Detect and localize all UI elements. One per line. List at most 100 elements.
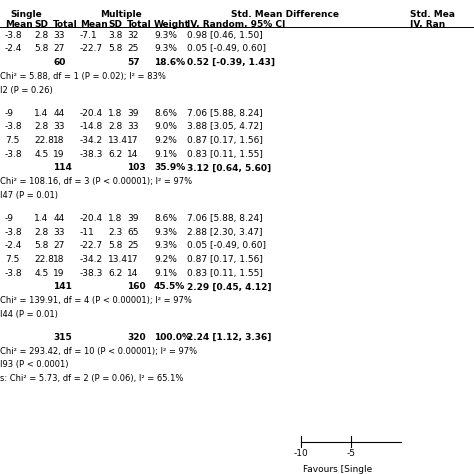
Text: 5.8: 5.8 [34,241,48,250]
Text: 9.1%: 9.1% [154,269,177,278]
Text: 315: 315 [53,333,72,342]
Text: 0.05 [-0.49, 0.60]: 0.05 [-0.49, 0.60] [187,241,266,250]
Text: 5.8: 5.8 [34,45,48,54]
Text: -14.8: -14.8 [80,122,103,131]
Text: 0.87 [0.17, 1.56]: 0.87 [0.17, 1.56] [187,255,263,264]
Text: IV, Ran: IV, Ran [410,20,445,29]
Text: 65: 65 [127,228,138,237]
Text: 3.12 [0.64, 5.60]: 3.12 [0.64, 5.60] [187,164,271,173]
Text: 27: 27 [53,241,64,250]
Text: 1.4: 1.4 [34,214,48,223]
Text: -9: -9 [5,109,14,118]
Text: 18: 18 [53,136,64,145]
Text: Std. Mea: Std. Mea [410,10,455,19]
Text: 9.3%: 9.3% [154,228,177,237]
Text: 6.2: 6.2 [108,150,122,159]
Text: 13.4: 13.4 [108,136,128,145]
Text: 7.5: 7.5 [5,136,19,145]
Text: 2.8: 2.8 [34,228,48,237]
Text: SD: SD [108,20,122,29]
Text: -2.4: -2.4 [5,45,22,54]
Text: 14: 14 [127,150,138,159]
Text: Chi² = 139.91, df = 4 (P < 0.00001); I² = 97%: Chi² = 139.91, df = 4 (P < 0.00001); I² … [0,296,192,305]
Text: 1.4: 1.4 [34,109,48,118]
Text: 9.3%: 9.3% [154,45,177,54]
Text: I93 (P < 0.0001): I93 (P < 0.0001) [0,360,69,369]
Text: Mean: Mean [80,20,108,29]
Text: 7.06 [5.88, 8.24]: 7.06 [5.88, 8.24] [187,109,263,118]
Text: 2.29 [0.45, 4.12]: 2.29 [0.45, 4.12] [187,283,272,292]
Text: 9.2%: 9.2% [154,136,177,145]
Text: 7.5: 7.5 [5,255,19,264]
Text: 33: 33 [53,122,64,131]
Text: -38.3: -38.3 [80,269,103,278]
Text: 9.3%: 9.3% [154,31,177,40]
Text: 2.88 [2.30, 3.47]: 2.88 [2.30, 3.47] [187,228,263,237]
Text: 2.8: 2.8 [34,31,48,40]
Text: 5.8: 5.8 [108,241,122,250]
Text: 19: 19 [53,269,64,278]
Text: 19: 19 [53,150,64,159]
Text: 2.8: 2.8 [34,122,48,131]
Text: 17: 17 [127,136,138,145]
Text: 44: 44 [53,109,64,118]
Text: 35.9%: 35.9% [154,164,185,173]
Text: Favours [Single: Favours [Single [303,465,373,474]
Text: 32: 32 [127,31,138,40]
Text: -20.4: -20.4 [80,214,103,223]
Text: s: Chi² = 5.73, df = 2 (P = 0.06), I² = 65.1%: s: Chi² = 5.73, df = 2 (P = 0.06), I² = … [0,374,183,383]
Text: -5: -5 [346,449,355,458]
Text: 0.05 [-0.49, 0.60]: 0.05 [-0.49, 0.60] [187,45,266,54]
Text: Mean: Mean [5,20,33,29]
Text: 39: 39 [127,109,138,118]
Text: 1.8: 1.8 [108,109,122,118]
Text: 7.06 [5.88, 8.24]: 7.06 [5.88, 8.24] [187,214,263,223]
Text: Total: Total [53,20,78,29]
Text: -3.8: -3.8 [5,150,22,159]
Text: 0.83 [0.11, 1.55]: 0.83 [0.11, 1.55] [187,150,263,159]
Text: Weight: Weight [154,20,190,29]
Text: -34.2: -34.2 [80,136,103,145]
Text: -11: -11 [80,228,94,237]
Text: -20.4: -20.4 [80,109,103,118]
Text: -34.2: -34.2 [80,255,103,264]
Text: Chi² = 108.16, df = 3 (P < 0.00001); I² = 97%: Chi² = 108.16, df = 3 (P < 0.00001); I² … [0,177,192,186]
Text: 25: 25 [127,241,138,250]
Text: 14: 14 [127,269,138,278]
Text: 18.6%: 18.6% [154,58,185,67]
Text: 57: 57 [127,58,140,67]
Text: 25: 25 [127,45,138,54]
Text: SD: SD [34,20,48,29]
Text: 17: 17 [127,255,138,264]
Text: 44: 44 [53,214,64,223]
Text: 160: 160 [127,283,146,292]
Text: Total: Total [127,20,152,29]
Text: -22.7: -22.7 [80,45,103,54]
Text: 27: 27 [53,45,64,54]
Text: 9.1%: 9.1% [154,150,177,159]
Text: 320: 320 [127,333,146,342]
Text: Single: Single [10,10,42,19]
Text: 0.98 [0.46, 1.50]: 0.98 [0.46, 1.50] [187,31,263,40]
Text: 3.8: 3.8 [108,31,122,40]
Text: -2.4: -2.4 [5,241,22,250]
Text: 39: 39 [127,214,138,223]
Text: -9: -9 [5,214,14,223]
Text: -3.8: -3.8 [5,122,22,131]
Text: 9.2%: 9.2% [154,255,177,264]
Text: 141: 141 [53,283,72,292]
Text: 100.0%: 100.0% [154,333,191,342]
Text: 5.8: 5.8 [108,45,122,54]
Text: 2.8: 2.8 [108,122,122,131]
Text: I44 (P = 0.01): I44 (P = 0.01) [0,310,58,319]
Text: 45.5%: 45.5% [154,283,185,292]
Text: 33: 33 [53,31,64,40]
Text: 8.6%: 8.6% [154,109,177,118]
Text: 6.2: 6.2 [108,269,122,278]
Text: IV, Random, 95% CI: IV, Random, 95% CI [187,20,286,29]
Text: -7.1: -7.1 [80,31,97,40]
Text: 0.83 [0.11, 1.55]: 0.83 [0.11, 1.55] [187,269,263,278]
Text: 13.4: 13.4 [108,255,128,264]
Text: Multiple: Multiple [100,10,142,19]
Text: 1.8: 1.8 [108,214,122,223]
